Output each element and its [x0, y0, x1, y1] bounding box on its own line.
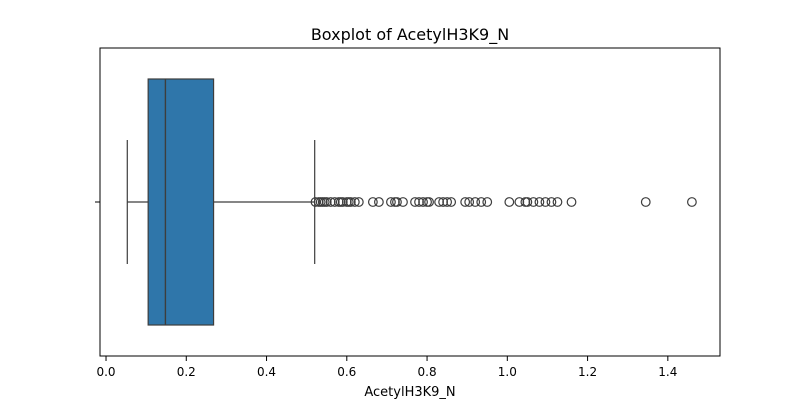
- outlier-point: [460, 197, 471, 207]
- outlier-point: [442, 197, 453, 207]
- outlier-point: [640, 197, 651, 207]
- x-axis: 0.0 0.2 0.4 0.6 0.8 1.0 1.2 1.4: [96, 356, 677, 379]
- plot-layer: [126, 78, 697, 326]
- outlier-point: [546, 197, 557, 207]
- outlier-point: [528, 197, 539, 207]
- x-axis-label: AcetylH3K9_N: [364, 385, 455, 400]
- outlier-point: [424, 197, 434, 207]
- outlier-point: [353, 197, 364, 207]
- outlier-point: [398, 197, 408, 207]
- x-tick-label: 1.4: [658, 365, 677, 379]
- outlier-point: [520, 197, 531, 207]
- outlier-point: [373, 197, 384, 207]
- x-tick-label: 1.2: [578, 365, 597, 379]
- chart-title: Boxplot of AcetylH3K9_N: [311, 25, 509, 45]
- x-tick-label: 0.0: [96, 365, 115, 379]
- outlier-point: [392, 197, 402, 207]
- outlier-point: [418, 197, 428, 207]
- outlier-point: [310, 197, 321, 207]
- outlier-point: [534, 197, 545, 207]
- outlier-point: [687, 197, 697, 207]
- iqr-box: [147, 78, 215, 326]
- x-tick-label: 1.0: [498, 365, 517, 379]
- x-tick-label: 0.8: [418, 365, 437, 379]
- outlier-point: [464, 197, 475, 207]
- outlier-point: [504, 197, 515, 207]
- outlier-point: [386, 197, 396, 207]
- outlier-point: [367, 197, 378, 207]
- outlier-point: [446, 197, 457, 207]
- outlier-point: [476, 197, 487, 207]
- x-tick-label: 0.6: [337, 365, 356, 379]
- outlier-point: [349, 197, 360, 207]
- outlier-point: [566, 197, 577, 207]
- outlier-point: [552, 197, 563, 207]
- outlier-point: [470, 197, 481, 207]
- outlier-point: [522, 197, 533, 207]
- x-tick-label: 0.2: [177, 365, 196, 379]
- outlier-point: [482, 197, 493, 207]
- outlier-point: [540, 197, 551, 207]
- x-tick-label: 0.4: [257, 365, 276, 379]
